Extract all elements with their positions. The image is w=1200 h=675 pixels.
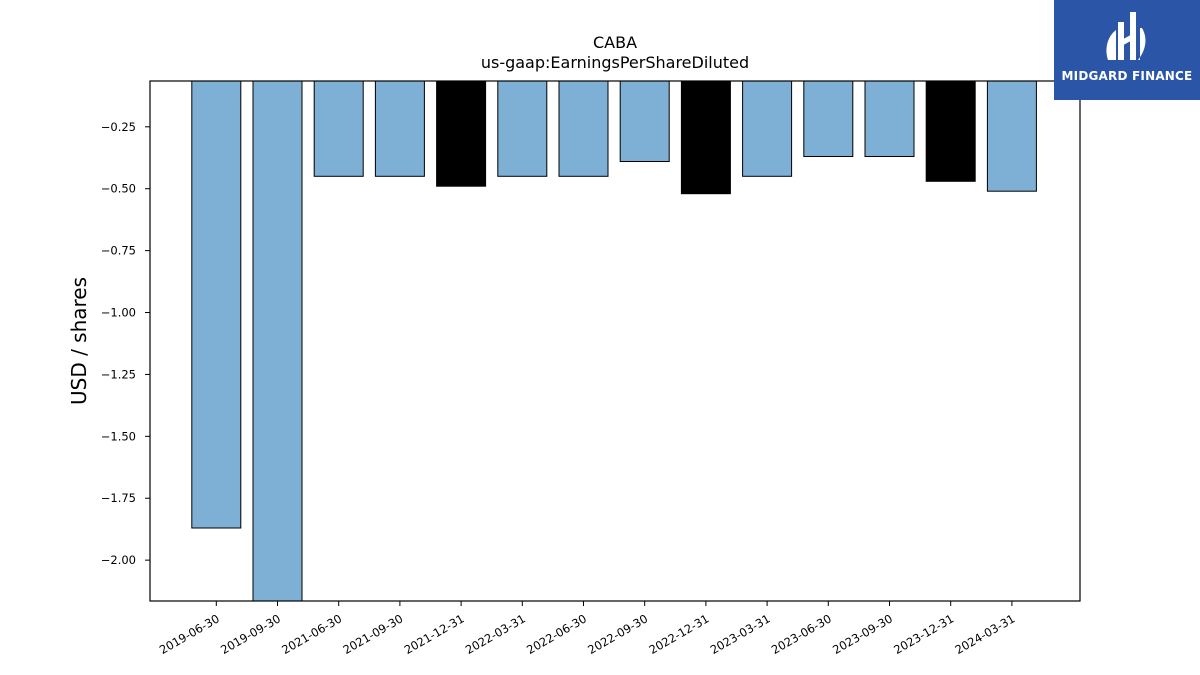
x-tick-label: 2022-09-30 xyxy=(585,611,650,657)
y-tick-label: −2.00 xyxy=(101,553,136,567)
x-axis: 2019-06-302019-09-302021-06-302021-09-30… xyxy=(157,601,1017,657)
x-tick-label: 2022-06-30 xyxy=(524,611,589,657)
y-tick-label: −1.00 xyxy=(101,306,136,320)
plot-frame xyxy=(149,80,1081,602)
x-tick-label: 2023-06-30 xyxy=(769,611,834,657)
bar-2021-06-30 xyxy=(313,81,364,177)
bar-2022-09-30 xyxy=(619,81,670,162)
x-tick-label: 2021-06-30 xyxy=(279,611,344,657)
y-axis: −0.25 −0.50 −0.75 −1.00 −1.25 −1.50 −1.75 −2.00 xyxy=(101,120,150,567)
x-tick-label: 2023-09-30 xyxy=(830,611,895,657)
bar-2023-09-30 xyxy=(864,81,915,157)
x-tick-label: 2019-06-30 xyxy=(157,611,222,657)
x-tick-label: 2021-12-31 xyxy=(402,611,467,657)
bar-2022-06-30 xyxy=(558,81,609,177)
bars-group xyxy=(191,81,1037,601)
x-tick-label: 2024-03-31 xyxy=(953,611,1018,657)
bar-2022-12-31 xyxy=(680,81,731,195)
x-tick-label: 2019-09-30 xyxy=(218,611,283,657)
y-tick-label: −0.50 xyxy=(101,182,136,196)
chart-subtitle: us-gaap:EarningsPerShareDiluted xyxy=(481,53,749,72)
bar-2022-03-31 xyxy=(497,81,548,177)
bar-2021-09-30 xyxy=(374,81,425,177)
y-tick-label: −1.25 xyxy=(101,367,136,381)
bar-2021-12-31 xyxy=(436,81,487,187)
bar-2023-03-31 xyxy=(742,81,793,177)
bar-2023-12-31 xyxy=(925,81,976,182)
x-tick-label: 2022-03-31 xyxy=(463,611,528,657)
bar-2023-06-30 xyxy=(803,81,854,157)
bar-2019-06-30 xyxy=(191,81,242,529)
midgard-logo-icon xyxy=(1106,12,1146,60)
y-tick-label: −0.25 xyxy=(101,120,136,134)
x-tick-label: 2023-03-31 xyxy=(708,611,773,657)
logo-text: MIDGARD FINANCE xyxy=(1061,69,1193,83)
y-tick-label: −1.75 xyxy=(101,491,136,505)
y-axis-label: USD / shares xyxy=(67,277,91,405)
x-tick-label: 2022-12-31 xyxy=(647,611,712,657)
midgard-finance-logo: MIDGARD FINANCE xyxy=(1054,0,1200,100)
y-tick-label: −0.75 xyxy=(101,244,136,258)
chart-title: CABA xyxy=(593,33,637,52)
x-tick-label: 2021-09-30 xyxy=(341,611,406,657)
bar-2019-09-30 xyxy=(252,81,303,601)
bar-2024-03-31 xyxy=(986,81,1037,192)
y-tick-label: −1.50 xyxy=(101,429,136,443)
x-tick-label: 2023-12-31 xyxy=(891,611,956,657)
